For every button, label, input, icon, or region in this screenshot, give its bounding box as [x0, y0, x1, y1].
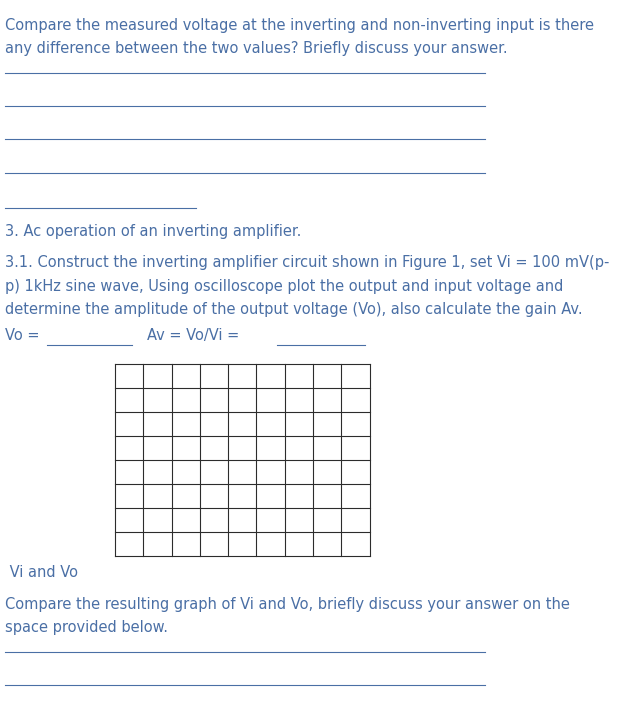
- Text: 3. Ac operation of an inverting amplifier.: 3. Ac operation of an inverting amplifie…: [5, 223, 301, 238]
- Text: Av = Vo/Vi =: Av = Vo/Vi =: [147, 328, 239, 343]
- Text: Compare the resulting graph of Vi and Vo, briefly discuss your answer on the: Compare the resulting graph of Vi and Vo…: [5, 597, 569, 612]
- Text: Vi and Vo: Vi and Vo: [5, 565, 78, 580]
- Text: Compare the measured voltage at the inverting and non-inverting input is there: Compare the measured voltage at the inve…: [5, 18, 594, 33]
- Text: determine the amplitude of the output voltage (Vo), also calculate the gain Av.: determine the amplitude of the output vo…: [5, 302, 582, 317]
- Text: 3.1. Construct the inverting amplifier circuit shown in Figure 1, set Vi = 100 m: 3.1. Construct the inverting amplifier c…: [5, 255, 609, 270]
- Text: any difference between the two values? Briefly discuss your answer.: any difference between the two values? B…: [5, 41, 508, 56]
- Text: p) 1kHz sine wave, Using oscilloscope plot the output and input voltage and: p) 1kHz sine wave, Using oscilloscope pl…: [5, 279, 563, 293]
- Text: Vo =: Vo =: [5, 328, 40, 343]
- Text: space provided below.: space provided below.: [5, 620, 168, 635]
